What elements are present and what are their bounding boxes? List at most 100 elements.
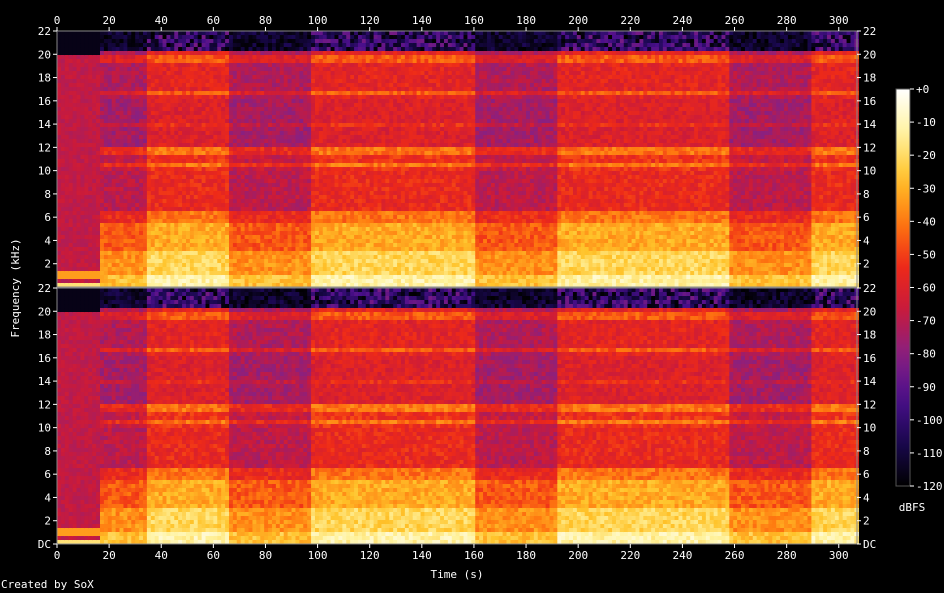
spectrogram-cell	[80, 223, 85, 228]
spectrogram-cell	[182, 155, 187, 160]
spectrogram-cell	[61, 143, 66, 148]
spectrogram-cell	[217, 199, 222, 204]
spectrogram-cell	[307, 111, 312, 116]
spectrogram-cell	[112, 175, 117, 180]
spectrogram-cell	[104, 131, 109, 136]
spectrogram-cell	[252, 179, 257, 184]
spectrogram-cell	[252, 195, 257, 200]
spectrogram-cell	[342, 95, 347, 100]
spectrogram-cell	[61, 47, 66, 52]
spectrogram-cell	[77, 111, 82, 116]
spectrogram-cell	[233, 51, 238, 56]
spectrogram-cell	[276, 47, 281, 52]
spectrogram-cell	[245, 147, 250, 152]
spectrogram-cell	[229, 35, 234, 40]
spectrogram-cell	[123, 207, 128, 212]
spectrogram-cell	[123, 159, 128, 164]
spectrogram-cell	[182, 31, 187, 36]
spectrogram-cell	[202, 63, 207, 68]
spectrogram-cell	[268, 171, 273, 176]
spectrogram-cell	[57, 263, 62, 268]
spectrogram-cell	[342, 175, 347, 180]
spectrogram-cell	[143, 267, 148, 272]
spectrogram-cell	[268, 119, 273, 124]
spectrogram-cell	[358, 219, 363, 224]
spectrogram-cell	[96, 115, 101, 120]
spectrogram-cell	[88, 99, 93, 104]
spectrogram-cell	[174, 267, 179, 272]
spectrogram-cell	[104, 187, 109, 192]
spectrogram-cell	[264, 131, 269, 136]
spectrogram-cell	[84, 159, 89, 164]
spectrogram-cell	[159, 47, 164, 52]
spectrogram-cell	[292, 155, 297, 160]
spectrogram-cell	[88, 155, 93, 160]
spectrogram-cell	[163, 263, 168, 268]
spectrogram-cell	[178, 35, 183, 40]
spectrogram-cell	[346, 95, 351, 100]
spectrogram-cell	[159, 91, 164, 96]
spectrogram-cell	[358, 255, 363, 260]
spectrogram-cell	[80, 135, 85, 140]
spectrogram-cell	[256, 243, 261, 248]
spectrogram-cell	[209, 143, 214, 148]
spectrogram-cell	[100, 167, 105, 172]
spectrogram-cell	[241, 231, 246, 236]
spectrogram-cell	[354, 171, 359, 176]
spectrogram-cell	[77, 79, 82, 84]
spectrogram-cell	[190, 243, 195, 248]
spectrogram-cell	[323, 63, 328, 68]
spectrogram-cell	[342, 79, 347, 84]
spectrogram-cell	[245, 87, 250, 92]
spectrogram-cell	[221, 151, 226, 156]
spectrogram-cell	[139, 207, 144, 212]
spectrogram-cell	[241, 271, 246, 276]
spectrogram-cell	[73, 259, 78, 264]
spectrogram-cell	[272, 171, 277, 176]
spectrogram-cell	[260, 75, 265, 80]
spectrogram-cell	[280, 171, 285, 176]
spectrogram-cell	[350, 263, 355, 268]
spectrogram-cell	[112, 259, 117, 264]
spectrogram-cell	[131, 219, 136, 224]
spectrogram-cell	[120, 143, 125, 148]
spectrogram-cell	[120, 207, 125, 212]
spectrogram-cell	[143, 183, 148, 188]
spectrogram-cell	[338, 239, 343, 244]
spectrogram-cell	[280, 219, 285, 224]
spectrogram-cell	[272, 207, 277, 212]
spectrogram-cell	[155, 159, 160, 164]
spectrogram-cell	[225, 35, 230, 40]
spectrogram-cell	[241, 47, 246, 52]
spectrogram-cell	[120, 151, 125, 156]
spectrogram-cell	[307, 159, 312, 164]
spectrogram-cell	[303, 163, 308, 168]
spectrogram-cell	[135, 231, 140, 236]
spectrogram-cell	[147, 171, 152, 176]
spectrogram-cell	[237, 263, 242, 268]
spectrogram-cell	[299, 139, 304, 144]
spectrogram-cell	[159, 143, 164, 148]
spectrogram-cell	[202, 151, 207, 156]
spectrogram-cell	[354, 179, 359, 184]
spectrogram-cell	[96, 271, 101, 276]
spectrogram-cell	[346, 103, 351, 108]
spectrogram-cell	[268, 187, 273, 192]
spectrogram-cell	[276, 67, 281, 72]
spectrogram-cell	[264, 267, 269, 272]
spectrogram-cell	[178, 83, 183, 88]
spectrogram-cell	[307, 139, 312, 144]
spectrogram-cell	[170, 35, 175, 40]
spectrogram-cell	[143, 163, 148, 168]
spectrogram-cell	[252, 171, 257, 176]
spectrogram-cell	[123, 155, 128, 160]
spectrogram-cell	[245, 47, 250, 52]
spectrogram-cell	[276, 127, 281, 132]
spectrogram-cell	[362, 39, 367, 44]
spectrogram-cell	[151, 167, 156, 172]
spectrogram-cell	[155, 99, 160, 104]
spectrogram-cell	[323, 167, 328, 172]
spectrogram-cell	[155, 75, 160, 80]
spectrogram-cell	[120, 55, 125, 60]
spectrogram-cell	[284, 199, 289, 204]
